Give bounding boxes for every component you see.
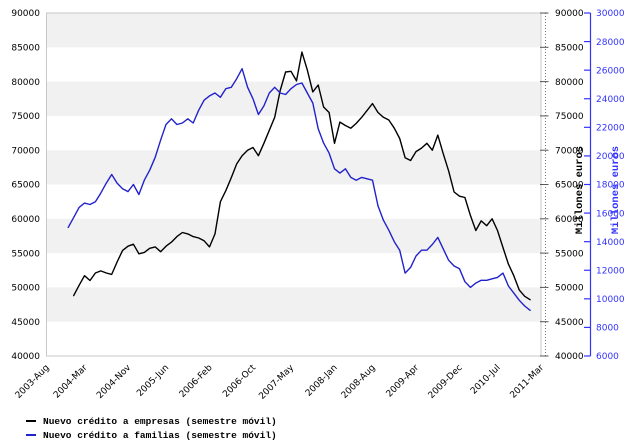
legend-entry-empresas: Nuevo crédito a empresas (semestre móvil…	[26, 414, 277, 428]
svg-text:45000: 45000	[555, 318, 584, 328]
svg-text:14000: 14000	[596, 238, 625, 248]
y-axis-left-tick-labels: 90000 85000 80000 75000 70000 65000 60000 55000…	[11, 9, 40, 362]
svg-text:16000: 16000	[596, 209, 625, 219]
svg-text:65000: 65000	[11, 181, 40, 191]
svg-text:70000: 70000	[11, 146, 40, 156]
svg-text:70000: 70000	[555, 146, 584, 156]
legend-label-familias: Nuevo crédito a familias (semestre móvil…	[43, 429, 277, 441]
legend-line-swatch-black	[26, 420, 36, 422]
svg-text:28000: 28000	[596, 38, 625, 48]
svg-text:8000: 8000	[596, 324, 619, 334]
svg-text:55000: 55000	[11, 249, 40, 259]
svg-text:90000: 90000	[11, 9, 40, 19]
plot-bands	[46, 13, 541, 322]
svg-text:85000: 85000	[555, 44, 584, 54]
svg-text:45000: 45000	[11, 318, 40, 328]
svg-text:85000: 85000	[11, 44, 40, 54]
svg-text:60000: 60000	[11, 215, 40, 225]
svg-text:20000: 20000	[596, 152, 625, 162]
svg-text:75000: 75000	[555, 112, 584, 122]
svg-text:60000: 60000	[555, 215, 584, 225]
svg-text:30000: 30000	[596, 9, 625, 19]
y-axis-right-ticks: 90000 85000 80000 75000 70000 65000 60000 55000…	[540, 9, 584, 362]
svg-text:10000: 10000	[596, 295, 625, 305]
svg-text:65000: 65000	[555, 181, 584, 191]
svg-text:40000: 40000	[555, 352, 584, 362]
series-line-familias	[67, 67, 531, 311]
svg-text:12000: 12000	[596, 266, 625, 276]
svg-text:22000: 22000	[596, 124, 625, 134]
y-axis-far-right-ticks: 30000 28000 26000 24000 22000 20000 18000 16000…	[584, 9, 625, 362]
svg-text:90000: 90000	[555, 9, 584, 19]
svg-text:26000: 26000	[596, 66, 625, 76]
svg-text:40000: 40000	[11, 352, 40, 362]
legend-label-empresas: Nuevo crédito a empresas (semestre móvil…	[43, 415, 277, 427]
svg-text:24000: 24000	[596, 95, 625, 105]
svg-text:75000: 75000	[11, 112, 40, 122]
svg-text:55000: 55000	[555, 249, 584, 259]
series-line-empresas	[72, 51, 531, 301]
svg-text:18000: 18000	[596, 181, 625, 191]
legend-entry-familias: Nuevo crédito a familias (semestre móvil…	[26, 428, 277, 442]
legend: Nuevo crédito a empresas (semestre móvil…	[26, 414, 277, 442]
svg-text:80000: 80000	[555, 78, 584, 88]
svg-text:50000: 50000	[11, 284, 40, 294]
svg-text:6000: 6000	[596, 352, 619, 362]
svg-text:80000: 80000	[11, 78, 40, 88]
legend-line-swatch-blue	[26, 434, 36, 436]
svg-text:50000: 50000	[555, 284, 584, 294]
